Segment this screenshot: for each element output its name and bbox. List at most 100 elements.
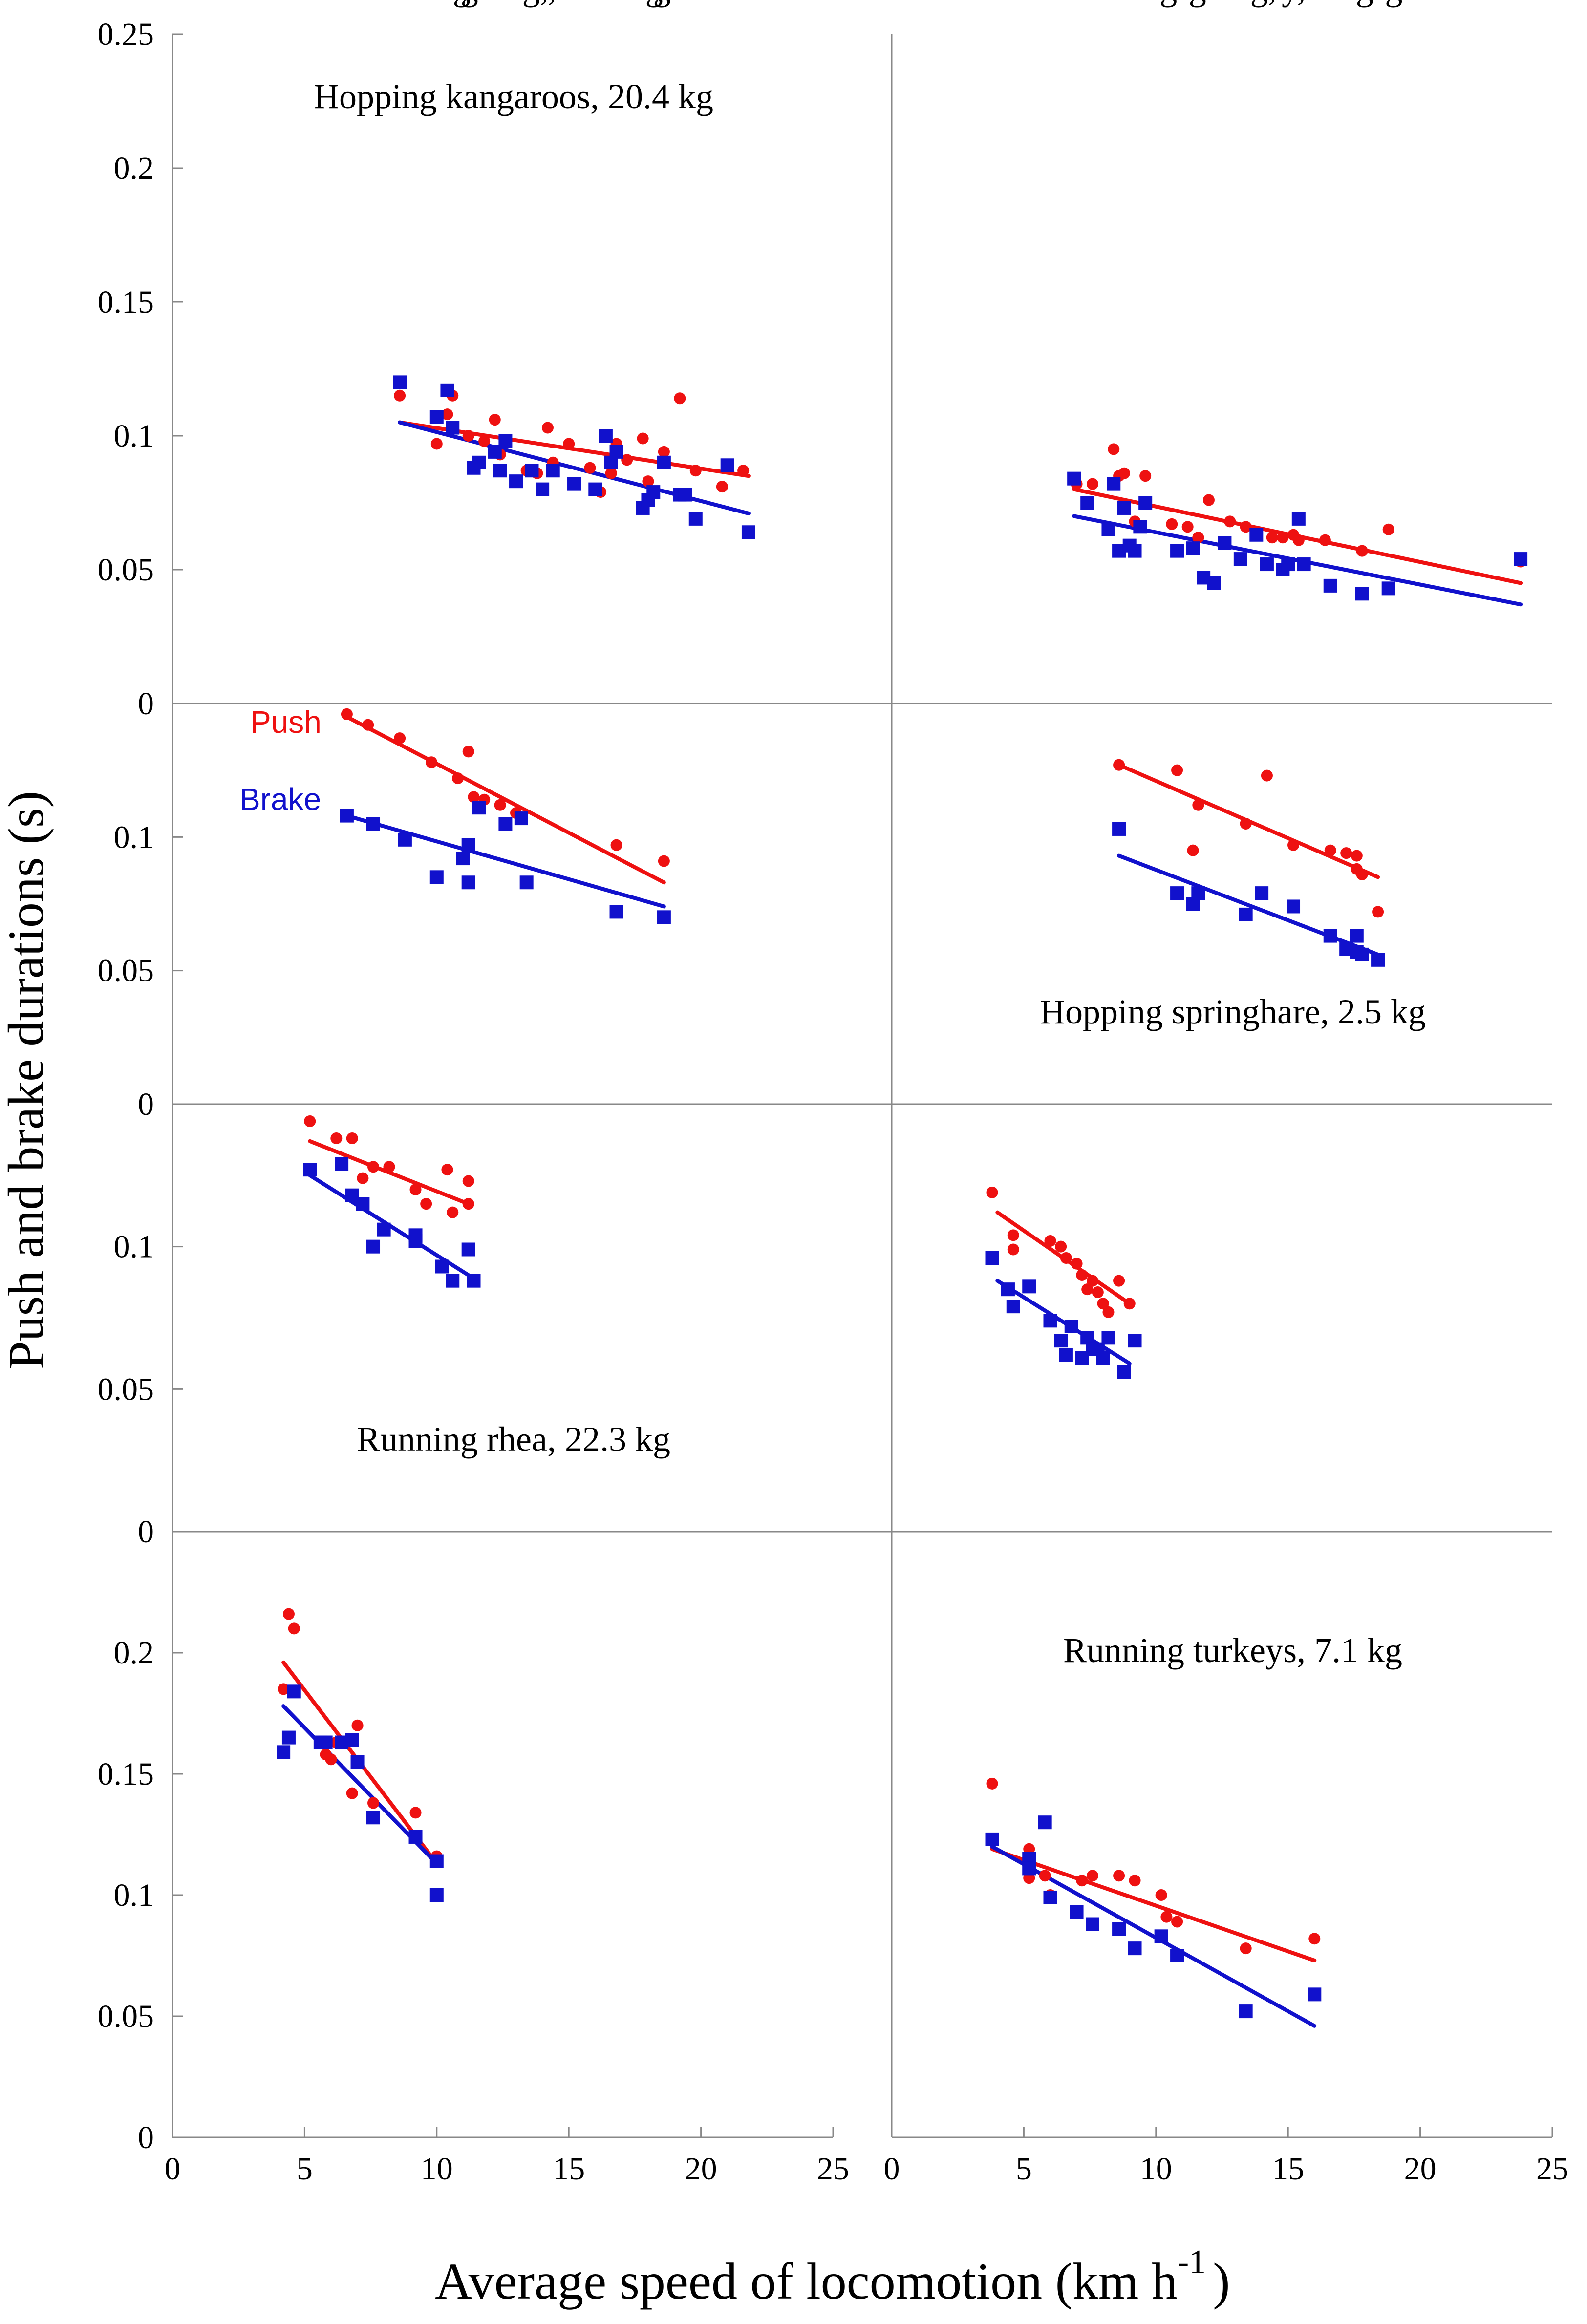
panel-7-push-point (282, 1608, 295, 1620)
panel-3-brake-fit-line (344, 813, 666, 909)
panel-8-brake-point (1112, 1922, 1126, 1936)
panel-2-title: Hopping springhare, 2.5 kg (1040, 992, 1426, 1031)
panel-7-brake-point (429, 1854, 444, 1868)
panel-1-brake-point (609, 445, 623, 459)
panel-6-brake-point (1043, 1314, 1057, 1328)
panel-1-push-point (605, 467, 617, 479)
panel-4-brake-fit-line (1117, 853, 1380, 957)
panel-7-brake-point (366, 1811, 381, 1825)
plot-frame (172, 34, 1552, 2138)
panel-7-xtick-label: 10 (421, 2151, 453, 2187)
panel-3-brake-point (366, 817, 381, 831)
panel-3-push-point (494, 799, 506, 811)
panel-8-push-point (1113, 1870, 1125, 1882)
panel-4-push-point (1340, 847, 1352, 859)
panel-5-ytick-label: 0 (138, 1514, 154, 1550)
panel-5-push-point (462, 1175, 474, 1187)
panel-3-brake-point (519, 875, 534, 890)
panel-7-push-point (367, 1797, 380, 1809)
panel-1-push-point (394, 389, 406, 402)
panel-6-push-point (1097, 1298, 1109, 1310)
panel-8-xtick-label: 15 (1272, 2151, 1304, 2187)
x-axis-label-main: Average speed of locomotion (km h (435, 2253, 1178, 2310)
panel-5-title: Trotting dog, 17.6 kg (364, 0, 663, 8)
panel-6-push-point (1044, 1235, 1056, 1247)
panel-4-title: Running turkeys, 7.1 kg (1063, 1631, 1402, 1670)
panel-2-brake-point (1381, 581, 1395, 596)
panel-4-push-point (1187, 844, 1199, 856)
panel-2-brake-point (1128, 544, 1142, 558)
panel-5-push-point (447, 1206, 459, 1218)
panel-1-push-point (689, 465, 702, 477)
panel-1-brake-point (509, 474, 523, 489)
panel-8-brake-point (1170, 1949, 1184, 1962)
panel-8-brake-point (985, 1832, 999, 1846)
panel-1-brake-point (393, 375, 407, 389)
x-axis-label-superscript: -1 (1178, 2243, 1206, 2281)
panel-5-push-point (441, 1164, 453, 1176)
panel-6-brake-point (1001, 1282, 1015, 1297)
panel-1-brake-point (720, 458, 734, 472)
panel-2-brake-point (1080, 496, 1094, 510)
panel-2-push-point (1166, 518, 1178, 530)
axis-ticks: 0.250.20.150.10.0500.10.0500.10.0500.20.… (98, 17, 1569, 2187)
panel-1-push-point (642, 475, 654, 488)
panel-8-brake-point (1070, 1905, 1084, 1919)
panel-5-push-point (367, 1161, 380, 1173)
panel-7-xtick-label: 20 (685, 2151, 717, 2187)
panel-6-brake-point (985, 1251, 999, 1265)
panel-1-push-point (637, 432, 649, 445)
panel-5-brake-point (435, 1259, 449, 1274)
panel-7-ytick-label: 0 (138, 2120, 154, 2155)
panel-1-title: Hopping kangaroos, 20.4 kg (314, 77, 713, 116)
panel-1-brake-point (446, 421, 460, 435)
panel-1-brake-point (599, 429, 613, 443)
panel-8-xtick-label: 25 (1536, 2151, 1568, 2187)
panel-1-push-point (430, 438, 443, 450)
panel-6-brake-point (1059, 1348, 1073, 1362)
panel-5-push-point (304, 1115, 316, 1127)
panel-3-ytick-label: 0.05 (98, 953, 154, 989)
panel-3-brake-point (472, 801, 486, 815)
panel-2-push-point (1240, 521, 1252, 533)
panel-2-brake-point (1233, 552, 1247, 566)
panel-6-push-point (1123, 1298, 1136, 1310)
panel-8-push-point (1039, 1870, 1051, 1882)
panel-7-ytick-label: 0.15 (98, 1756, 154, 1792)
panel-4-push-point (1192, 799, 1204, 811)
panel-1-brake-point (525, 464, 539, 478)
panel-1-ytick-label: 0.1 (114, 418, 154, 454)
panel-7-brake-point (319, 1735, 333, 1749)
panel-6-title: Trotting dog, 5.0 kg (1092, 0, 1373, 8)
panel-1-push-point (716, 481, 728, 493)
panel-7-push-point (288, 1622, 300, 1635)
panel-5-ytick-label: 0.05 (98, 1371, 154, 1407)
panel-6-brake-point (1128, 1334, 1142, 1348)
panel-7-push-point (278, 1683, 290, 1695)
panel-1-push-point (658, 446, 670, 458)
panel-2-push-point (1356, 545, 1368, 557)
panel-4-push-point (1171, 764, 1183, 776)
panel-2-push-point (1192, 532, 1204, 544)
panel-4-push-point (1287, 839, 1300, 851)
panel-6-push-point (1055, 1240, 1067, 1253)
panel-7-push-point (325, 1753, 337, 1766)
panel-6-push-point (1071, 1258, 1083, 1270)
panel-8-brake-point (1086, 1917, 1100, 1931)
panel-6-push-point (1060, 1252, 1072, 1264)
panel-4-push-point (1356, 868, 1368, 880)
panel-5-brake-point (356, 1197, 370, 1211)
panel-1-brake-point (498, 434, 513, 448)
panel-6-brake-point (1080, 1331, 1094, 1345)
panel-2-brake-point (1514, 552, 1528, 566)
panel-5-brake-point (461, 1242, 475, 1257)
panel-8-xtick-label: 10 (1140, 2151, 1172, 2187)
panel-7-ytick-label: 0.2 (114, 1635, 154, 1671)
panel-2-push-point (1108, 443, 1120, 455)
panel-2-brake-point (1207, 576, 1221, 590)
panel-6-push-point (1087, 1275, 1099, 1287)
panel-6-push-point (1102, 1306, 1115, 1318)
panel-6-push-point (1007, 1243, 1019, 1256)
panel-1-push-point (441, 408, 453, 421)
panel-2-brake-point (1249, 528, 1264, 542)
